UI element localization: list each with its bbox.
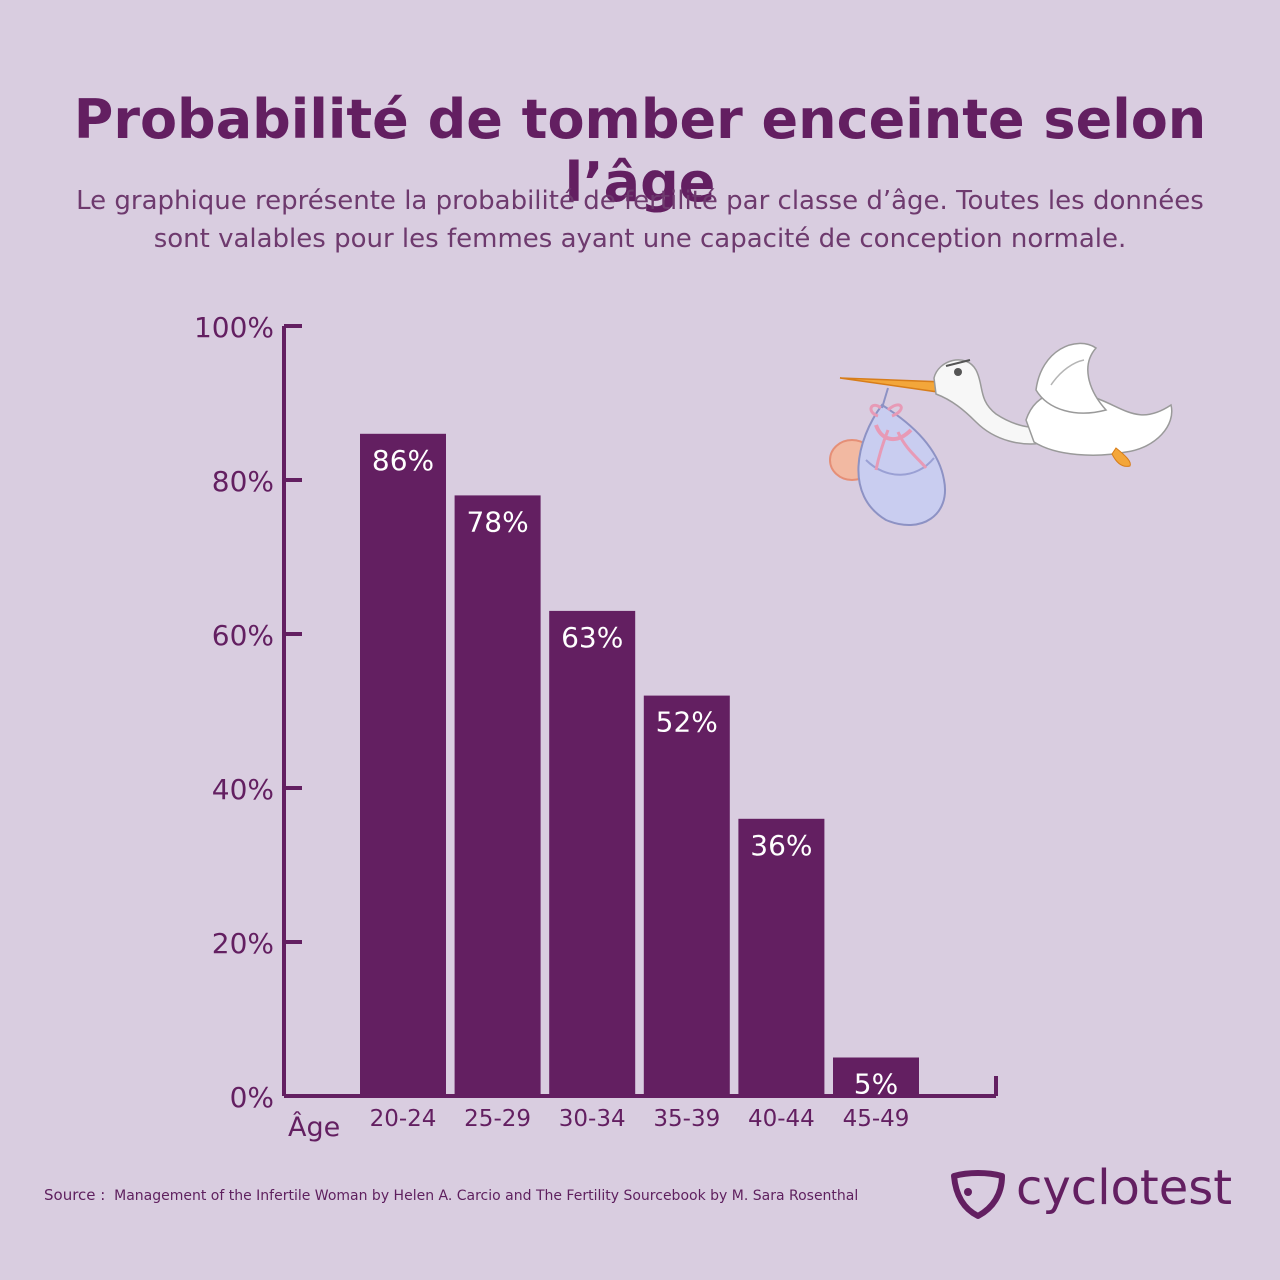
x-category-label: 45-49 bbox=[843, 1106, 910, 1132]
bar bbox=[454, 495, 541, 1096]
source-reference: Management of the Infertile Woman by Hel… bbox=[114, 1188, 859, 1204]
bar-data-label: 86% bbox=[372, 444, 434, 477]
bar bbox=[360, 433, 446, 1096]
bar-data-label: 36% bbox=[750, 829, 812, 862]
y-tick-label: 80% bbox=[212, 465, 274, 498]
bar bbox=[738, 818, 825, 1096]
source-note: Source : Management of the Infertile Wom… bbox=[44, 1186, 858, 1204]
cyclotest-logo-icon bbox=[951, 1170, 1005, 1219]
x-category-label: 20-24 bbox=[370, 1106, 437, 1132]
bar-data-label: 63% bbox=[561, 621, 623, 654]
x-axis-label: Âge bbox=[288, 1111, 340, 1143]
bar-data-label: 5% bbox=[854, 1068, 898, 1101]
bar bbox=[643, 695, 730, 1096]
y-tick-label: 40% bbox=[212, 773, 274, 806]
bar-data-label: 78% bbox=[466, 505, 528, 538]
y-tick-label: 0% bbox=[230, 1081, 274, 1114]
stork-carrying-baby-icon bbox=[829, 342, 1173, 526]
bar bbox=[549, 610, 636, 1096]
bar-data-label: 52% bbox=[656, 706, 718, 739]
x-category-label: 35-39 bbox=[653, 1106, 720, 1132]
y-tick-label: 100% bbox=[194, 311, 274, 344]
bar bbox=[833, 1057, 919, 1096]
x-category-label: 40-44 bbox=[748, 1106, 815, 1132]
x-category-label: 30-34 bbox=[559, 1106, 626, 1132]
brand-name: cyclotest bbox=[1016, 1160, 1233, 1216]
brand-logo: cyclotest bbox=[948, 1160, 1238, 1222]
chart-subtitle: Le graphique représente la probabilité d… bbox=[76, 186, 1204, 254]
x-category-label: 25-29 bbox=[464, 1106, 531, 1132]
source-label: Source : bbox=[44, 1186, 106, 1204]
bar-chart: 0% 20% 40% 60% 80% 100% 86% 20-24 78% 25-29 63% 30-… bbox=[194, 311, 998, 1143]
y-tick-label: 60% bbox=[212, 619, 274, 652]
chart-title: Probabilité de tomber enceinte selon l’â… bbox=[73, 88, 1207, 214]
y-tick-label: 20% bbox=[212, 927, 274, 960]
